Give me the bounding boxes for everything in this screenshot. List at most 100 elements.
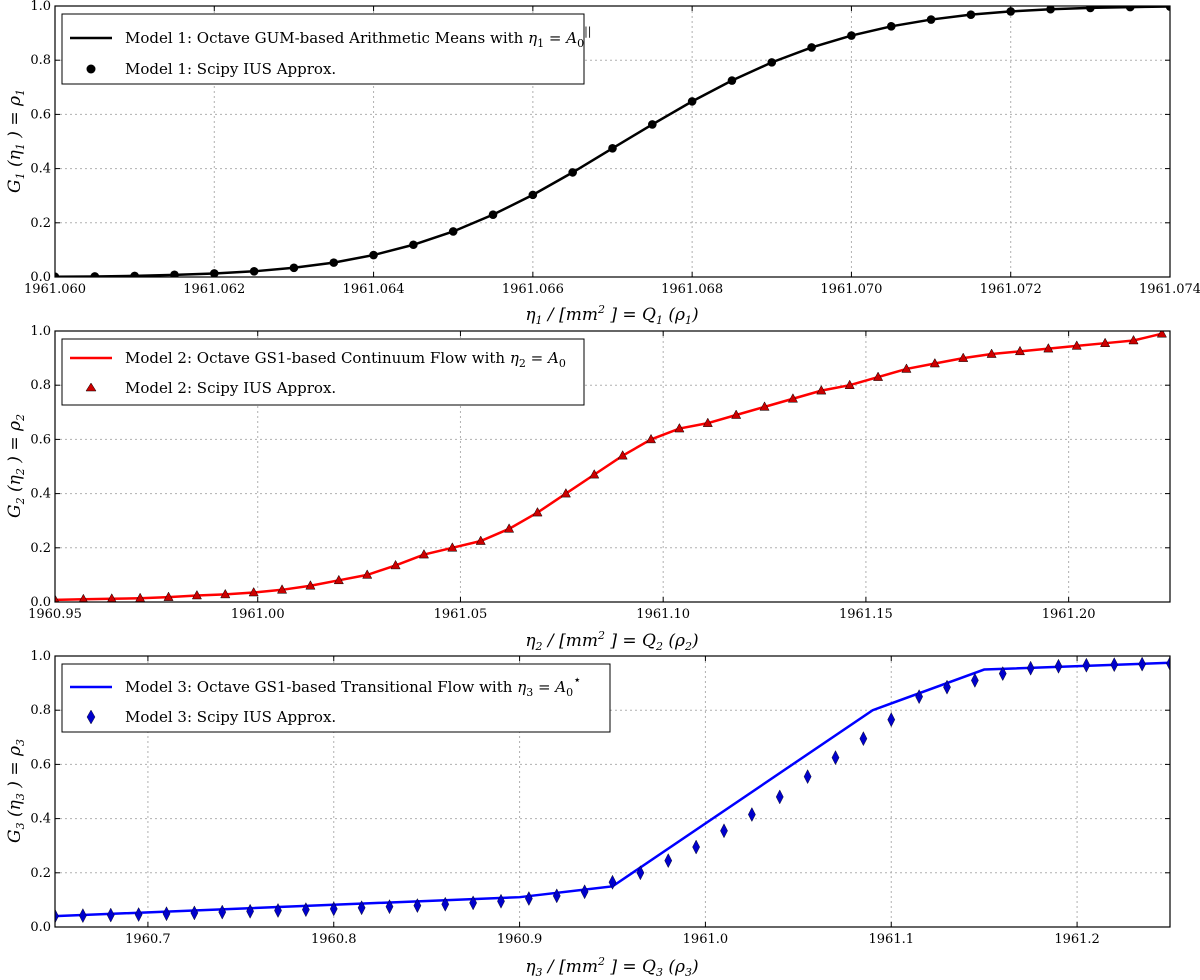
data-point (162, 906, 171, 922)
panel-3-ylabel: G3 (η3 ) = ρ3 (5, 739, 27, 843)
panel-3-legend-marker-swatch (86, 709, 96, 725)
data-point (190, 905, 199, 921)
data-point (497, 893, 505, 909)
data-point (929, 357, 940, 368)
panel-1-legend: Model 1: Octave GUM-based Arithmetic Mea… (61, 13, 592, 85)
panel-3-series-line (55, 661, 1170, 918)
data-point (413, 898, 422, 914)
data-point (943, 679, 951, 695)
data-point (220, 588, 231, 599)
panel-2-ylabel: G2 (η2 ) = ρ2 (5, 414, 27, 518)
y-tick-label: 0.0 (30, 595, 51, 610)
x-tick-label: 1960.7 (125, 932, 171, 947)
panel-2-legend-marker-swatch (85, 382, 97, 392)
data-point (568, 168, 577, 177)
panel-3-legend: Model 3: Octave GS1-based Transitional F… (61, 663, 611, 733)
data-point (645, 433, 657, 444)
data-point (302, 902, 310, 918)
data-point (106, 907, 115, 923)
data-point (55, 594, 60, 602)
data-point (90, 272, 100, 277)
panel-2-markers (55, 331, 1167, 602)
data-point (289, 263, 299, 273)
data-point (191, 589, 202, 600)
y-tick-label: 0.8 (30, 378, 51, 393)
data-point (1086, 6, 1095, 13)
data-point (475, 535, 486, 545)
x-tick-label: 1961.00 (231, 607, 285, 622)
x-tick-label: 1961.070 (820, 282, 882, 297)
data-point (78, 593, 88, 602)
data-point (107, 593, 117, 602)
data-point (418, 549, 429, 559)
data-point (971, 672, 979, 688)
panel-2-legend-box (61, 338, 585, 406)
data-point (218, 904, 227, 920)
x-tick-label: 1960.9 (497, 932, 543, 947)
data-point (532, 507, 543, 517)
data-point (441, 896, 450, 912)
data-point (847, 31, 856, 40)
data-point (1082, 657, 1091, 673)
data-point (803, 769, 812, 785)
data-point (926, 15, 936, 24)
x-tick-label: 1961.20 (1042, 607, 1096, 622)
data-point (727, 76, 737, 85)
y-tick-label: 0.4 (30, 162, 51, 177)
data-point (209, 269, 219, 277)
data-point (409, 240, 418, 250)
x-tick-label: 1961.060 (24, 282, 86, 297)
data-point (55, 272, 60, 277)
data-point (648, 120, 657, 129)
panel-1-ticks: 1961.060 1961.062 1961.064 1961.066 1961.068… (24, 0, 1200, 297)
data-point (329, 901, 338, 917)
y-tick-label: 0.2 (30, 866, 51, 881)
data-point (1071, 340, 1082, 350)
y-tick-label: 0.2 (30, 541, 51, 556)
data-point (385, 899, 394, 915)
data-point (362, 569, 373, 579)
panel-2-series-line (55, 332, 1163, 602)
data-point (692, 839, 700, 855)
data-point (305, 580, 316, 590)
panel-1-frame (54, 5, 1171, 278)
panel-3-legend-box (61, 663, 611, 733)
data-point (274, 903, 282, 918)
x-tick-label: 1961.15 (839, 607, 893, 622)
data-point (617, 450, 628, 460)
y-tick-label: 0.6 (30, 432, 51, 447)
data-point (246, 903, 254, 919)
data-point (277, 584, 288, 594)
data-point (759, 401, 770, 411)
data-point (163, 591, 174, 601)
y-tick-label: 0.8 (30, 703, 51, 718)
data-point (1006, 7, 1016, 16)
panel-2-legend: Model 2: Octave GS1-based Continuum Flow… (61, 338, 585, 406)
data-point (1054, 658, 1063, 674)
y-tick-label: 0.6 (30, 107, 51, 122)
data-point (958, 352, 969, 362)
x-tick-label: 1961.2 (1054, 932, 1100, 947)
y-tick-label: 1.0 (30, 649, 51, 664)
y-tick-label: 1.0 (30, 0, 51, 14)
panel-3-frame (54, 655, 1171, 928)
y-tick-label: 0.0 (30, 270, 51, 285)
panel-2-legend-entry-1: Model 2: Octave GS1-based Continuum Flow… (125, 349, 566, 370)
data-point (525, 891, 533, 906)
data-point (580, 884, 589, 900)
panel-3: 1960.7 1960.8 1960.9 1961.0 1961.1 1961.2 0.0 0… (5, 649, 1171, 979)
data-point (390, 559, 401, 570)
panel-1-legend-marker-swatch (86, 64, 96, 74)
x-tick-label: 1961.0 (683, 932, 729, 947)
data-point (560, 488, 571, 498)
data-point (915, 689, 923, 705)
x-tick-label: 1961.066 (502, 282, 564, 297)
data-point (55, 908, 59, 924)
y-tick-label: 0.0 (30, 920, 51, 935)
data-point (357, 900, 366, 916)
panel-3-xlabel: η3 / [mm2 ] = Q3 (ρ3) (525, 955, 698, 979)
data-point (248, 586, 259, 597)
x-tick-label: 1961.064 (343, 282, 405, 297)
data-point (767, 58, 777, 67)
